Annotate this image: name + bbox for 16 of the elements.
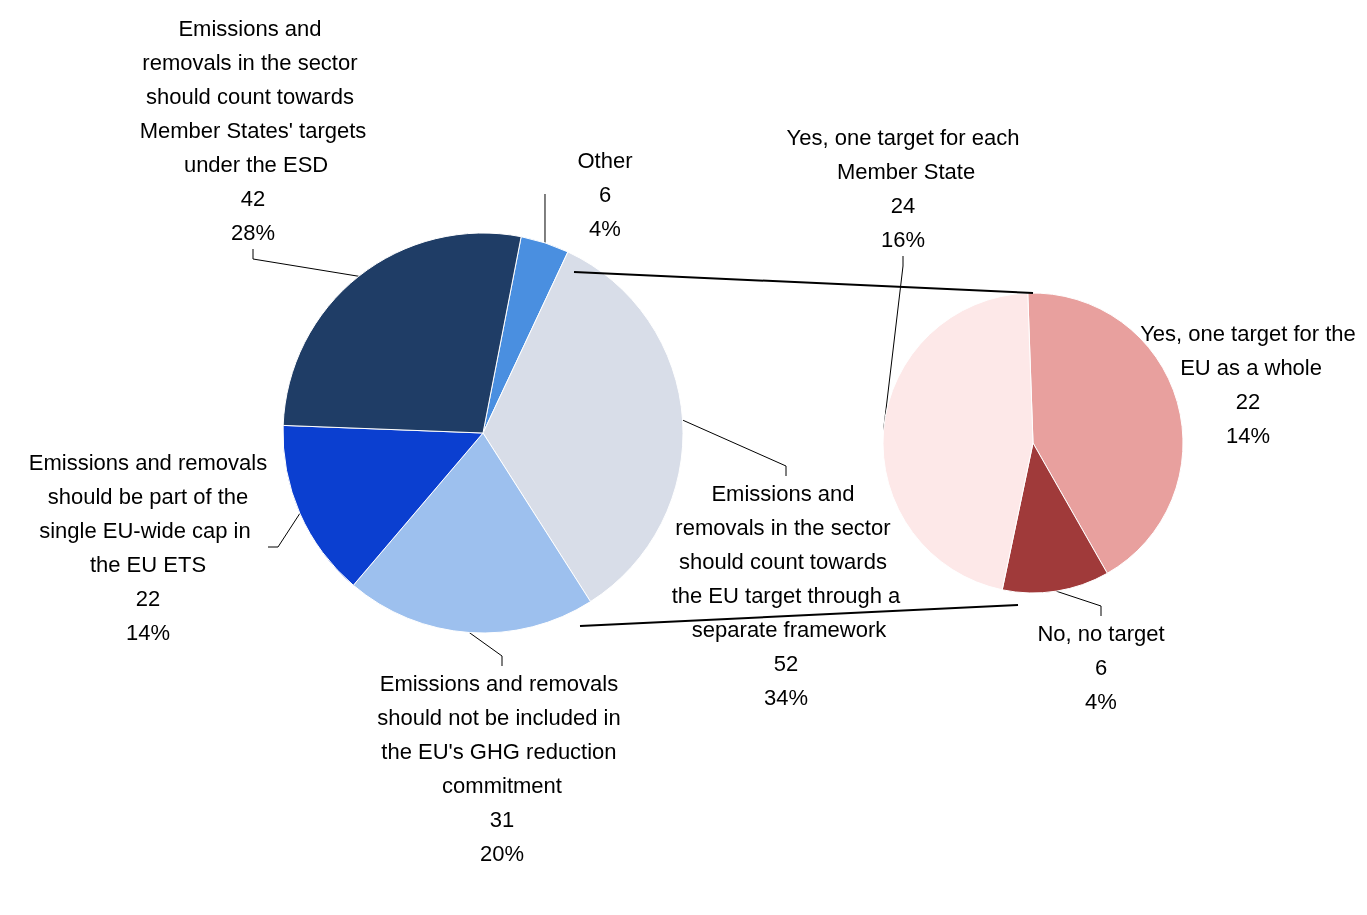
data-label: 42 28% xyxy=(230,185,276,245)
slice-label: Emissions and removals should be part of the single EU-wide cap in the EU ETS xyxy=(28,449,268,577)
slice-label: Emissions and removals should not be included in the EU's GHG reduction commitment xyxy=(377,670,627,798)
slice-label: Emissions and removals in the sector should count towards Member States' targets under the ESD xyxy=(139,15,367,177)
data-label: 6 4% xyxy=(589,181,621,241)
slice-label: Yes, one target for each Member State xyxy=(786,124,1020,184)
data-label: 6 4% xyxy=(1085,654,1117,714)
data-label: 24 16% xyxy=(880,192,926,252)
data-label: 52 34% xyxy=(763,650,809,710)
slice-label: Emissions and removals in the sector should count towards the EU target through a separate framework xyxy=(671,480,902,642)
slice-label: No, no target xyxy=(1037,620,1165,646)
data-label: 22 14% xyxy=(125,585,171,645)
data-label: 31 20% xyxy=(479,806,525,866)
data-label: 22 14% xyxy=(1225,388,1271,448)
slice-label: Yes, one target for the EU as a whole xyxy=(1140,320,1356,380)
slice-label: Other xyxy=(577,147,633,173)
